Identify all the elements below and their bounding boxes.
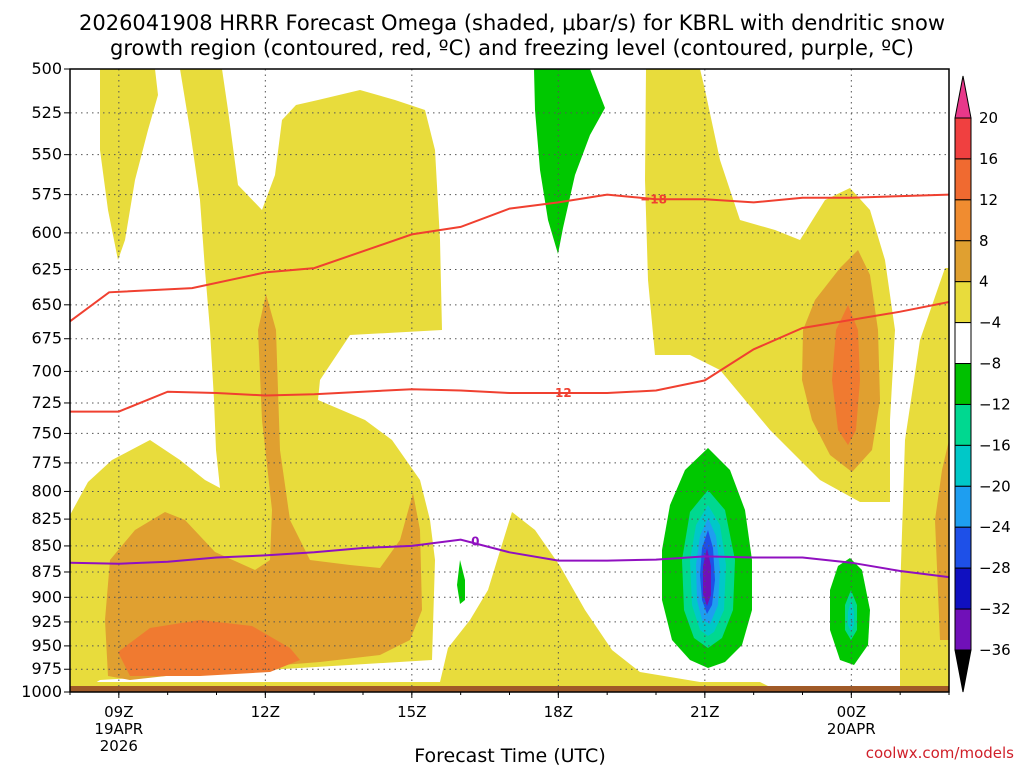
- omega-region-darkorange-lower-left: [118, 620, 300, 676]
- y-tick-label-525: 525: [31, 103, 62, 122]
- colorbar-label-7: −12: [979, 395, 1011, 413]
- ground-strip: [70, 686, 949, 692]
- plot-grid: [70, 69, 949, 692]
- colorbar-label-3: 8: [979, 232, 989, 250]
- colorbar-box-1: [954, 158, 972, 201]
- colorbar-label-11: −28: [979, 559, 1011, 577]
- colorbar-box-4: [954, 281, 972, 324]
- x-tick-label-09Z: 09Z: [104, 703, 133, 721]
- y-tick-label-625: 625: [31, 260, 62, 279]
- omega-region-yellow-lower-center: [70, 512, 780, 692]
- contour-lines: −18 −12 0: [69, 192, 950, 579]
- colorbar-box-7: [954, 403, 972, 446]
- omega-region-yellow-far-right: [900, 268, 949, 692]
- y-tick-label-925: 925: [31, 612, 62, 631]
- colorbar: 20 16 12 8 4 −4 −8 −12 −16 −20 −24 −28 −32 −36: [954, 75, 1011, 693]
- x-tick-label-00Z: 00Z: [837, 703, 866, 721]
- colorbar-box-6: [954, 363, 972, 405]
- colorbar-label-4: 4: [979, 273, 989, 291]
- x-tick-date-00Z: 20APR: [827, 720, 876, 738]
- y-tick-label-550: 550: [31, 145, 62, 164]
- y-tick-label-825: 825: [31, 509, 62, 528]
- y-tick-label-675: 675: [31, 329, 62, 348]
- y-tick-label-850: 850: [31, 536, 62, 555]
- colorbar-box-3: [954, 240, 972, 283]
- chart-title-line1: 2026041908 HRRR Forecast Omega (shaded, …: [79, 11, 945, 35]
- omega-region-orange-lower-left: [105, 294, 422, 680]
- y-tick-label-500: 500: [31, 59, 62, 78]
- contour-label--18: −18: [640, 192, 667, 206]
- y-tick-label-800: 800: [31, 481, 62, 500]
- y-tick-label-775: 775: [31, 453, 62, 472]
- contour-label-0: 0: [471, 535, 479, 549]
- y-tick-label-700: 700: [31, 361, 62, 380]
- colorbar-bottom-arrow: [954, 649, 972, 693]
- omega-region-cyan-00z: [848, 600, 854, 632]
- y-axis-ticks: 500 525 550 575 600 625 650 675 700 725 750 775 800 8…: [21, 59, 70, 701]
- x-axis-label: Forecast Time (UTC): [414, 745, 605, 767]
- colorbar-box-8: [954, 444, 972, 487]
- omega-region-yellow-left: [100, 69, 158, 260]
- x-tick-date-09Z: 19APR: [94, 720, 143, 738]
- contour-line-0: [69, 538, 950, 579]
- contour-label--12: −12: [545, 386, 572, 400]
- colorbar-label-0: 20: [979, 109, 998, 127]
- y-tick-label-600: 600: [31, 223, 62, 242]
- omega-region-orange-far-right: [935, 440, 949, 640]
- y-tick-label-725: 725: [31, 393, 62, 412]
- omega-region-green-16z: [457, 560, 465, 604]
- y-tick-label-900: 900: [31, 587, 62, 606]
- contour-line--12: [70, 301, 950, 413]
- x-tick-label-12Z: 12Z: [251, 703, 280, 721]
- y-tick-label-975: 975: [31, 659, 62, 678]
- omega-region-darkorange-right: [832, 305, 860, 445]
- colorbar-box-11: [954, 567, 972, 610]
- y-tick-label-950: 950: [31, 636, 62, 655]
- colorbar-top-arrow: [954, 75, 972, 119]
- y-tick-label-750: 750: [31, 423, 62, 442]
- colorbar-label-8: −16: [979, 436, 1011, 454]
- colorbar-box-9: [954, 485, 972, 528]
- y-tick-label-650: 650: [31, 295, 62, 314]
- x-tick-label-15Z: 15Z: [397, 703, 426, 721]
- chart-title-line2: growth region (contoured, red, ºC) and f…: [110, 36, 914, 60]
- omega-shading: [70, 69, 949, 692]
- colorbar-box-2: [954, 199, 972, 242]
- colorbar-box-12: [954, 608, 972, 651]
- colorbar-box-0: [954, 117, 972, 160]
- x-tick-year-09Z: 2026: [100, 737, 138, 755]
- colorbar-label-13: −36: [979, 641, 1011, 659]
- credit-text[interactable]: coolwx.com/models: [866, 744, 1014, 762]
- y-tick-label-1000: 1000: [21, 682, 62, 701]
- y-tick-label-575: 575: [31, 185, 62, 204]
- colorbar-label-5: −4: [979, 314, 1001, 332]
- contour-line--18: [69, 193, 950, 323]
- x-tick-label-21Z: 21Z: [690, 703, 719, 721]
- colorbar-label-12: −32: [979, 600, 1011, 618]
- colorbar-label-9: −20: [979, 477, 1011, 495]
- colorbar-label-10: −24: [979, 518, 1011, 536]
- omega-region-green-top: [534, 69, 605, 254]
- colorbar-box-5: [954, 322, 972, 365]
- colorbar-label-6: −8: [979, 355, 1001, 373]
- x-tick-label-18Z: 18Z: [544, 703, 573, 721]
- colorbar-label-2: 12: [979, 191, 998, 209]
- colorbar-box-10: [954, 526, 972, 569]
- colorbar-label-1: 16: [979, 150, 998, 168]
- y-tick-label-875: 875: [31, 562, 62, 581]
